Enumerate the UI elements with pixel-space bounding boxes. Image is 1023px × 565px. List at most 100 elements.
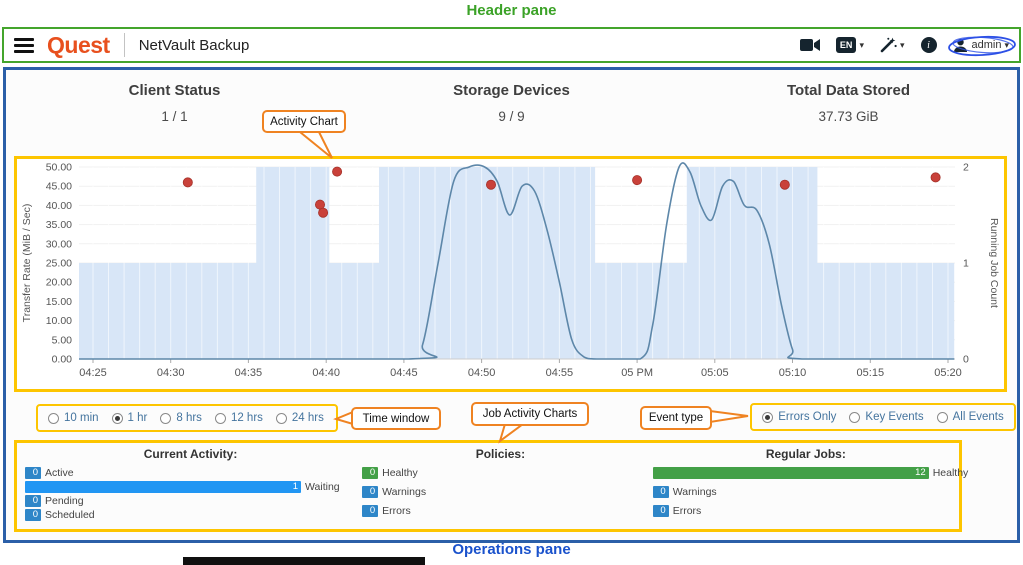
radio-errors-only[interactable]: Errors Only [762,411,836,423]
activity-chart-canvas[interactable]: 04:25 04:30 04:35 04:40 04:45 04:50 04:55 05 PM… [17,159,1004,389]
settings-menu[interactable]: ▾ [880,37,905,53]
job-bar-errors[interactable]: 0 [652,505,669,517]
total-data-value: 37.73 GiB [818,109,879,124]
job-bar-warnings[interactable]: 0 [652,486,669,498]
radio-24-hrs[interactable]: 24 hrs [275,412,324,424]
svg-text:04:25: 04:25 [79,367,107,379]
job-bar-healthy[interactable]: 0 [362,467,379,479]
radio-key-events[interactable]: Key Events [849,411,924,423]
callout-job-activity-charts: Job Activity Charts [471,402,589,426]
radio-10-min[interactable]: 10 min [48,412,99,424]
annotation-header-pane: Header pane [466,2,557,19]
radio-all-events[interactable]: All Events [936,411,1004,423]
svg-text:45.00: 45.00 [46,181,72,193]
svg-text:Transfer Rate (MiB / Sec): Transfer Rate (MiB / Sec) [21,204,33,323]
radio-circle-icon[interactable] [48,412,59,424]
job-bar-active[interactable]: 0 [25,467,41,479]
job-bar-waiting[interactable]: 1 [25,481,301,493]
job-bar-label: Waiting [305,481,340,493]
language-selector[interactable]: EN ▾ [835,37,864,53]
annotation-operations-pane: Operations pane [452,541,571,558]
job-bar-label: Healthy [382,467,418,479]
chevron-down-icon: ▾ [1004,39,1009,50]
svg-text:04:30: 04:30 [157,367,185,379]
job-activity-charts: Current Activity: 0 Active 1 Waiting 0 Pending… [14,440,968,532]
job-chart-title: Current Activity: [143,447,238,461]
radio-circle-icon[interactable] [111,412,123,424]
total-data-label: Total Data Stored [786,82,911,99]
menu-hamburger-icon[interactable] [14,37,34,53]
radio-circle-icon[interactable] [160,412,172,424]
job-bar-scheduled[interactable]: 0 [25,509,41,521]
radio-circle-icon[interactable] [849,411,861,423]
video-tutorial-button[interactable] [799,38,820,52]
app-title: NetVault Backup [138,36,250,54]
radio-circle-icon[interactable] [936,411,948,423]
help-button[interactable]: i [920,37,937,53]
chevron-down-icon: ▾ [859,39,864,50]
svg-text:30.00: 30.00 [46,238,72,250]
storage-devices-summary: Storage Devices 9 / 9 [343,82,680,124]
job-bar-row: 0 Warnings [652,486,959,498]
svg-text:05:15: 05:15 [857,367,885,379]
user-icon [953,38,967,52]
radio-circle-icon[interactable] [214,412,226,424]
job-bar-row: 0 Scheduled [25,509,356,521]
radio-label: All Events [952,411,1004,423]
job-chart-policies-: Policies: 0 Healthy 0 Warnings 0 Errors [356,447,639,529]
svg-text:05 PM: 05 PM [621,367,653,379]
radio-label: 10 min [64,412,99,424]
radio-label: Errors Only [778,411,837,423]
job-bar-label: Errors [672,505,702,517]
callout-event-type: Event type [640,406,712,430]
job-chart-title: Policies: [475,447,526,461]
svg-text:2: 2 [963,162,969,174]
svg-text:0.00: 0.00 [52,354,73,366]
client-status-value: 1 / 1 [161,109,188,124]
job-bar-label: Pending [45,495,84,507]
language-badge: EN [835,37,857,53]
radio-circle-icon[interactable] [762,411,774,423]
job-chart-regular-jobs-: Regular Jobs: 12 Healthy 0 Warnings 0 Errors [639,447,968,529]
header-divider [123,33,125,57]
svg-text:5.00: 5.00 [52,334,73,346]
radio-circle-icon[interactable] [275,412,287,424]
quest-logo: Quest [47,31,110,58]
job-bar-row: 0 Errors [652,505,959,517]
svg-text:04:35: 04:35 [235,367,263,379]
operations-pane: Client Status 1 / 1 Storage Devices 9 / … [3,67,1020,543]
info-icon: i [920,37,937,53]
svg-text:25.00: 25.00 [46,258,72,270]
job-bar-row: 0 Errors [362,505,639,517]
user-menu[interactable]: admin ▾ [947,35,1016,56]
svg-text:05:05: 05:05 [701,367,729,379]
wand-settings-icon [880,37,897,53]
radio-1-hr[interactable]: 1 hr [111,412,147,424]
client-status-label: Client Status [128,82,221,99]
radio-12-hrs[interactable]: 12 hrs [214,412,263,424]
job-chart-title: Regular Jobs: [765,447,846,461]
radio-8-hrs[interactable]: 8 hrs [160,412,202,424]
storage-devices-label: Storage Devices [453,82,570,99]
radio-label: 12 hrs [230,412,263,424]
job-bar-label: Healthy [932,467,969,479]
video-camera-icon [799,39,820,51]
job-bar-errors[interactable]: 0 [362,505,379,517]
job-bar-healthy[interactable]: 12 [652,467,929,479]
job-bar-pending[interactable]: 0 [25,495,41,507]
job-bar-warnings[interactable]: 0 [362,486,379,498]
job-bar-row: 0 Healthy [362,467,639,479]
radio-label: Key Events [865,411,924,423]
callout-activity-chart: Activity Chart [262,110,346,133]
job-bar-label: Warnings [382,486,427,498]
svg-text:04:40: 04:40 [312,367,340,379]
time-window-radios: 10 min 1 hr 8 hrs 12 hrs 24 hrs [36,404,338,432]
job-bar-row: 0 Warnings [362,486,639,498]
bottom-black-bar [183,557,425,565]
summary-row: Client Status 1 / 1 Storage Devices 9 / … [6,82,1017,124]
svg-text:50.00: 50.00 [46,162,72,174]
chevron-down-icon: ▾ [899,39,905,50]
job-bar-label: Errors [382,505,411,517]
job-chart-current-activity-: Current Activity: 0 Active 1 Waiting 0 Pending… [17,447,356,529]
